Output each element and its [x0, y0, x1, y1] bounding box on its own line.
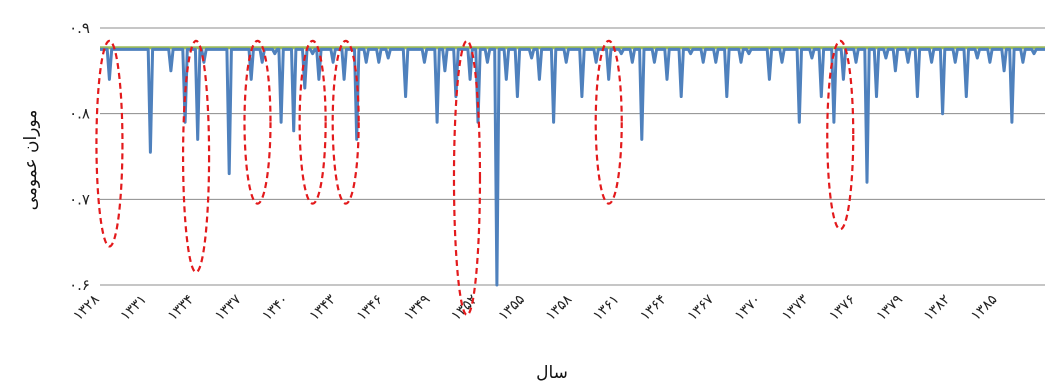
- x-tick-label: ۱۳۶۱: [590, 292, 623, 325]
- annotation-ellipse-0: [95, 39, 124, 248]
- x-tick-label: ۱۳۳۴: [165, 292, 198, 325]
- annotation-ellipse-4: [331, 39, 360, 205]
- annotation-ellipses: [95, 39, 855, 317]
- annotation-ellipse-1: [181, 39, 211, 274]
- annotation-ellipse-7: [826, 39, 855, 231]
- moran-series-line: [100, 47, 1045, 287]
- x-tick-label: ۱۳۵۵: [495, 292, 528, 325]
- annotation-ellipse-2: [243, 39, 272, 205]
- gridlines: [100, 27, 1045, 286]
- x-tick-label: ۱۳۷۳: [779, 291, 812, 324]
- x-tick-label: ۱۳۷۹: [873, 292, 906, 325]
- x-tick-label: ۱۳۵۸: [543, 291, 576, 324]
- annotation-ellipse-5: [452, 39, 482, 317]
- series-group: [100, 47, 1045, 287]
- x-tick-labels: ۱۳۲۸ ۱۳۳۱ ۱۳۳۴ ۱۳۳۷ ۱۳۴۰ ۱۳۴۳ ۱۳۴۶ ۱۳۴۹ ۱۳۵۲ ۱۳۵۵…: [70, 291, 1000, 324]
- y-tick-label: ۰.۷: [69, 190, 90, 208]
- annotation-ellipse-3: [298, 39, 327, 205]
- x-tick-label: ۱۳۷۶: [826, 292, 859, 325]
- x-tick-label: ۱۳۴۰: [259, 292, 292, 325]
- x-axis-title: سال: [536, 363, 568, 383]
- x-tick-label: ۱۳۴۳: [306, 291, 339, 324]
- x-tick-label: ۱۳۴۹: [401, 292, 434, 325]
- x-tick-label: ۱۳۵۲: [448, 292, 481, 325]
- y-axis-title: موران عمومی: [21, 110, 41, 211]
- x-tick-label: ۱۳۶۷: [684, 291, 717, 324]
- x-tick-label: ۱۳۲۸: [70, 291, 103, 324]
- y-tick-label: ۰.۸: [69, 105, 90, 123]
- y-tick-labels: ۰.۶ ۰.۷ ۰.۸ ۰.۹: [69, 19, 90, 294]
- x-tick-label: ۱۳۶۴: [637, 292, 670, 325]
- x-tick-label: ۱۳۷۰: [732, 292, 765, 325]
- x-tick-label: ۱۳۸۵: [968, 292, 1001, 325]
- x-tick-label: ۱۳۳۱: [117, 292, 150, 325]
- x-tick-label: ۱۳۳۷: [212, 291, 245, 324]
- annotation-ellipse-6: [594, 39, 623, 205]
- x-tick-label: ۱۳۸۲: [921, 292, 954, 325]
- y-tick-label: ۰.۹: [69, 19, 90, 37]
- y-tick-label: ۰.۶: [69, 276, 90, 294]
- x-tick-label: ۱۳۴۶: [354, 292, 387, 325]
